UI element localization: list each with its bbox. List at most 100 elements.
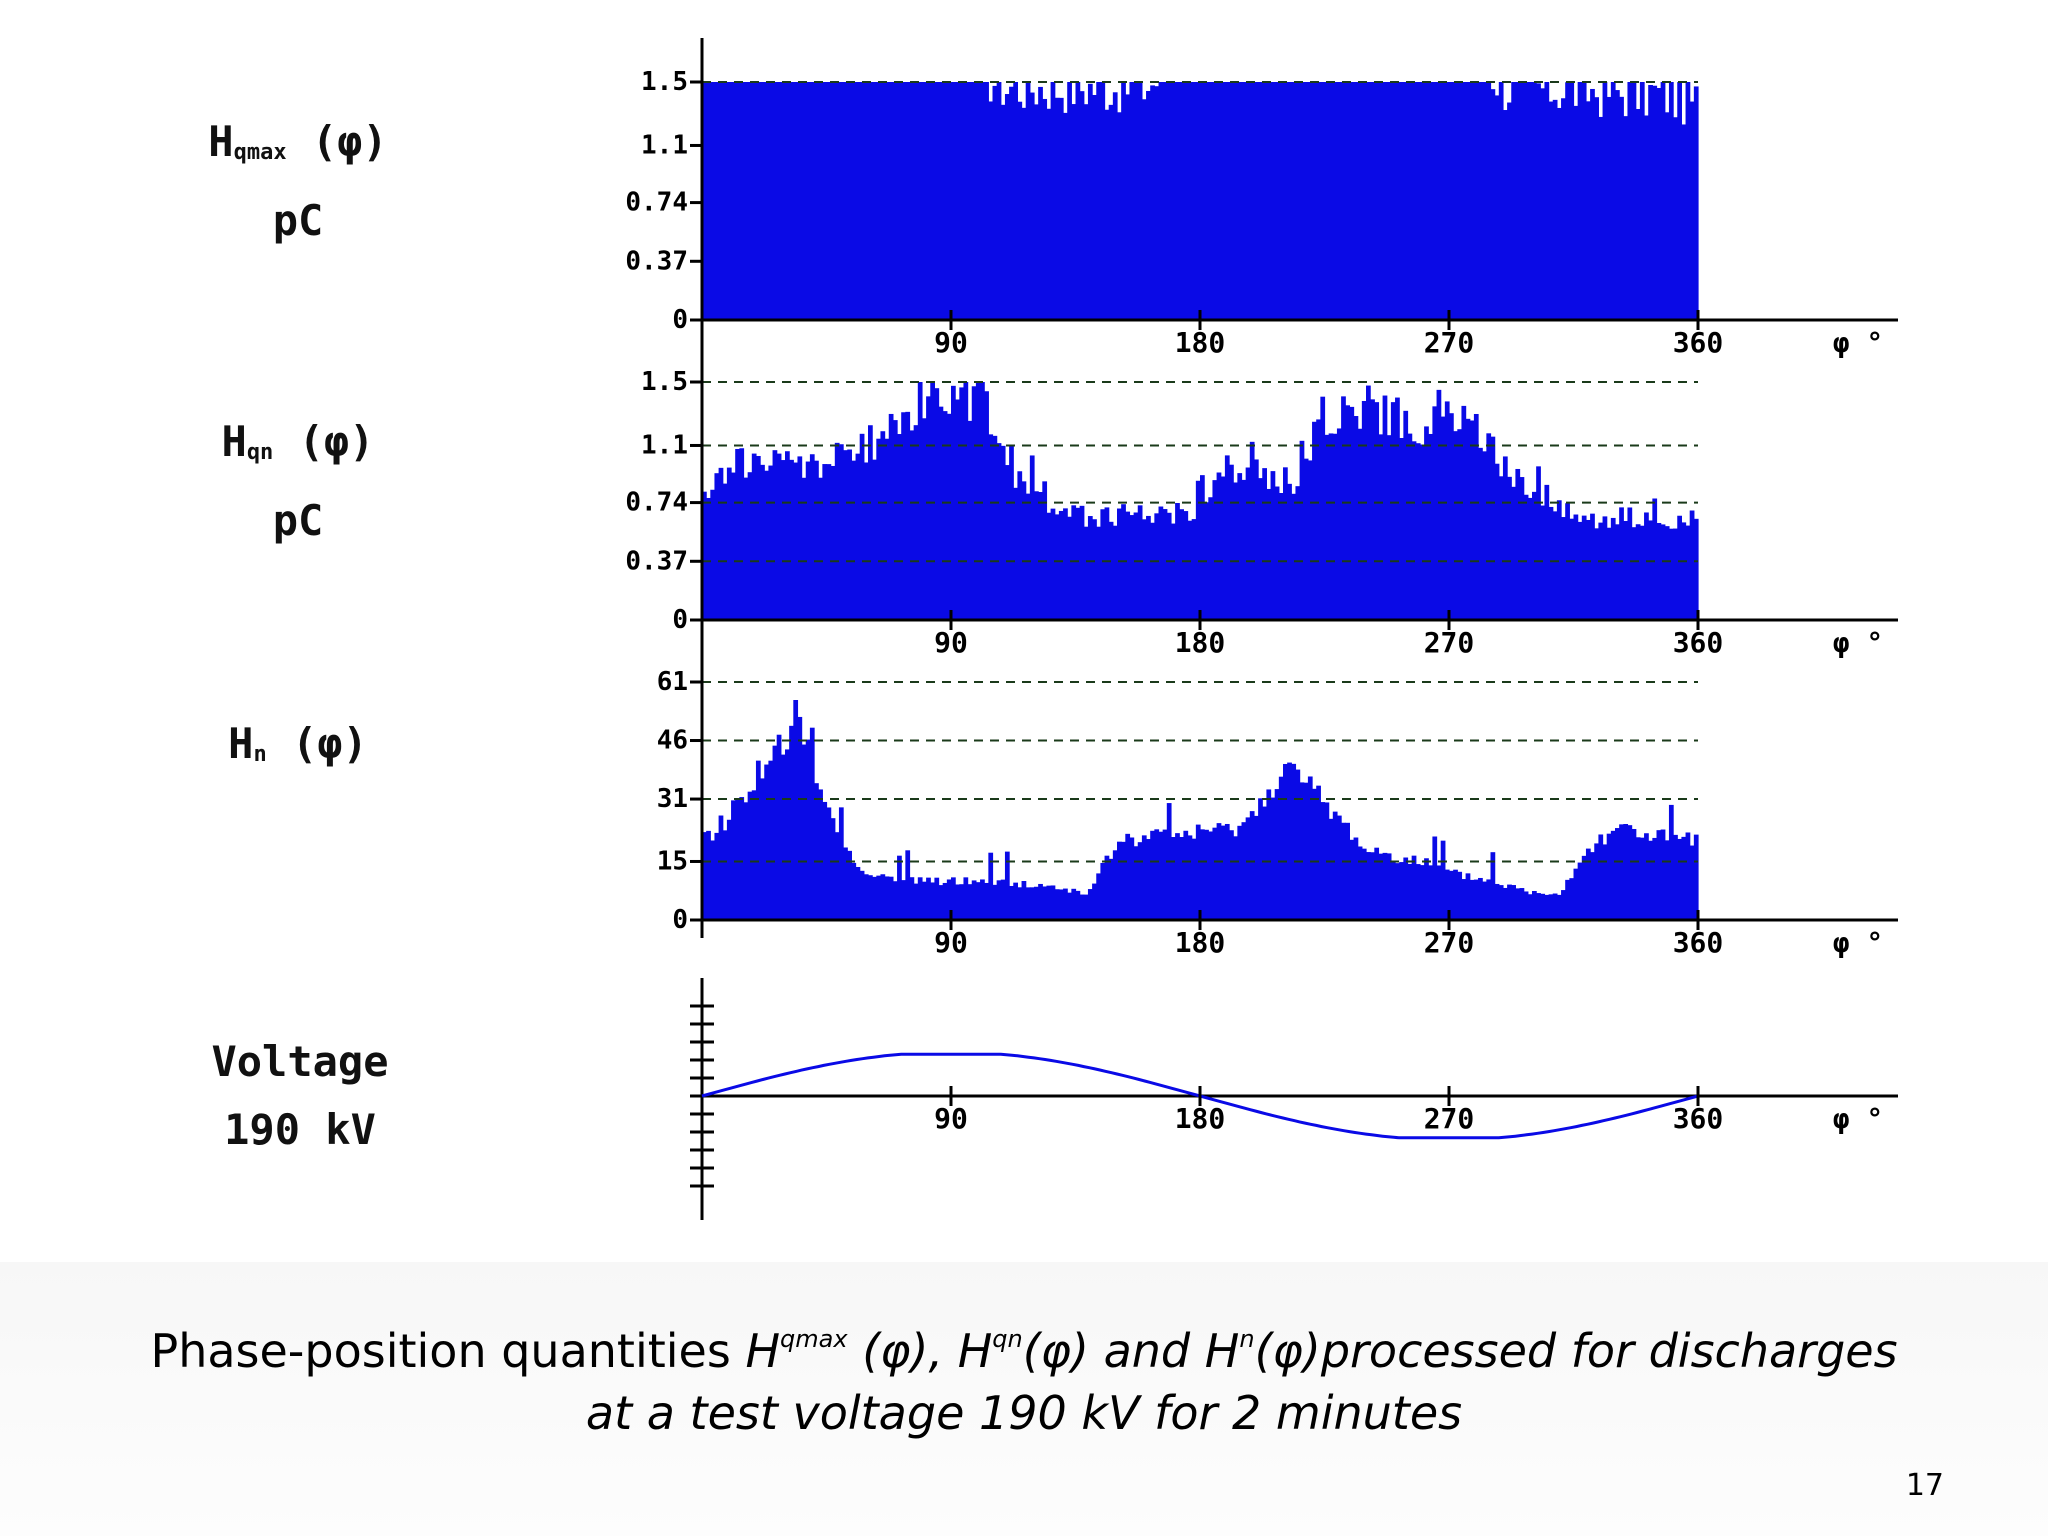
bar-hn — [1515, 888, 1521, 920]
bar-hqmax — [1316, 82, 1321, 320]
bar-hqn — [1071, 505, 1077, 620]
bar-hqmax — [1253, 82, 1259, 320]
bar-hn — [1532, 890, 1537, 920]
bar-hqn — [988, 434, 994, 620]
bar-hqn — [1424, 426, 1429, 620]
bar-hqn — [1021, 481, 1027, 620]
bar-hqmax — [880, 82, 886, 320]
bar-hn — [706, 830, 711, 920]
bar-hn — [1029, 887, 1035, 920]
bar-hn — [755, 760, 761, 920]
y-tick-label: 1.5 — [641, 367, 688, 397]
bar-hn — [801, 744, 807, 920]
bar-hn — [1121, 841, 1126, 920]
bar-hqmax — [1598, 116, 1604, 321]
bar-hqn — [1332, 433, 1338, 620]
bar-hqn — [901, 412, 906, 620]
bar-hqmax — [884, 82, 890, 320]
bar-hn — [830, 818, 836, 920]
bar-hqmax — [1469, 82, 1475, 320]
bar-hqn — [1042, 481, 1048, 620]
bar-hn — [851, 862, 857, 920]
x-tick-label: 90 — [934, 326, 968, 359]
bar-hqn — [1287, 483, 1292, 620]
bar-hqmax — [1602, 82, 1608, 320]
bar-hn — [1648, 840, 1653, 920]
bar-hn — [963, 877, 969, 920]
bar-hn — [1361, 848, 1367, 920]
bar-hn — [1212, 827, 1218, 920]
bar-hn — [1287, 762, 1292, 920]
bar-hqn — [1527, 497, 1533, 620]
y-tick-label: 46 — [657, 726, 688, 756]
bar-hqn — [1137, 505, 1143, 620]
bar-hqmax — [776, 82, 782, 320]
bar-hqn — [1291, 493, 1297, 620]
bar-hqmax — [768, 82, 774, 320]
bar-hqn — [905, 411, 911, 620]
bar-hqmax — [1386, 82, 1392, 320]
bar-hn — [809, 727, 815, 920]
bar-hqmax — [1266, 82, 1272, 320]
bar-hn — [1237, 825, 1243, 920]
bar-hqmax — [1278, 82, 1284, 320]
bar-hqn — [909, 430, 915, 620]
x-tick-label: 270 — [1424, 626, 1475, 659]
bar-hqn — [1278, 493, 1284, 620]
bar-hqn — [1224, 455, 1230, 620]
bar-hqmax — [975, 82, 981, 320]
bar-hn — [905, 850, 911, 920]
bar-hqmax — [1229, 82, 1234, 320]
bar-hn — [992, 884, 998, 920]
bar-hqmax — [1158, 82, 1164, 320]
bar-hqn — [930, 382, 935, 620]
bar-hqmax — [1585, 101, 1591, 320]
bar-hqn — [1353, 416, 1359, 620]
bar-hn — [1569, 878, 1575, 920]
label-hn: Hn (φ) — [228, 719, 368, 768]
bar-hqmax — [826, 82, 832, 320]
bar-hn — [1536, 893, 1541, 920]
bar-hqmax — [780, 82, 786, 320]
bar-hqn — [951, 385, 956, 620]
bar-hqmax — [1034, 104, 1039, 320]
y-tick-label: 61 — [657, 667, 688, 697]
bar-hqmax — [789, 82, 794, 320]
bar-hn — [805, 739, 811, 920]
bar-hqn — [1170, 523, 1176, 620]
bar-hn — [980, 879, 985, 920]
y-tick-label: 0.74 — [625, 188, 688, 218]
bar-hqn — [1079, 505, 1085, 620]
bar-hqn — [880, 431, 886, 620]
bar-hqmax — [1436, 82, 1442, 320]
y-tick-label: 0.37 — [625, 546, 688, 576]
bar-hqmax — [963, 82, 969, 320]
bar-hqn — [863, 462, 869, 620]
bar-hqn — [726, 467, 732, 620]
bar-hqn — [714, 473, 720, 620]
bar-hqmax — [905, 82, 911, 320]
bar-hqn — [934, 388, 940, 620]
bar-hqmax — [1121, 82, 1126, 320]
bar-hqn — [1507, 476, 1512, 620]
bar-hqmax — [980, 82, 985, 320]
bar-hqmax — [1307, 82, 1313, 320]
bar-hqn — [797, 456, 803, 620]
bar-hn — [1544, 894, 1550, 920]
bar-hqn — [1523, 494, 1529, 620]
bar-hn — [1370, 852, 1375, 920]
bar-hqn — [805, 461, 811, 620]
bar-hqmax — [726, 82, 732, 320]
bar-hqn — [868, 425, 873, 620]
bar-hqn — [984, 391, 989, 620]
bar-hqmax — [1498, 82, 1504, 320]
caption-band — [0, 1262, 2048, 1536]
bar-hqmax — [1515, 82, 1521, 320]
bar-hn — [793, 700, 799, 920]
bar-hn — [1312, 788, 1317, 920]
bar-hqn — [913, 425, 919, 620]
bar-hqmax — [847, 82, 852, 320]
bar-hqn — [1096, 526, 1101, 620]
bar-hn — [768, 760, 774, 920]
bar-hqmax — [1689, 101, 1695, 320]
